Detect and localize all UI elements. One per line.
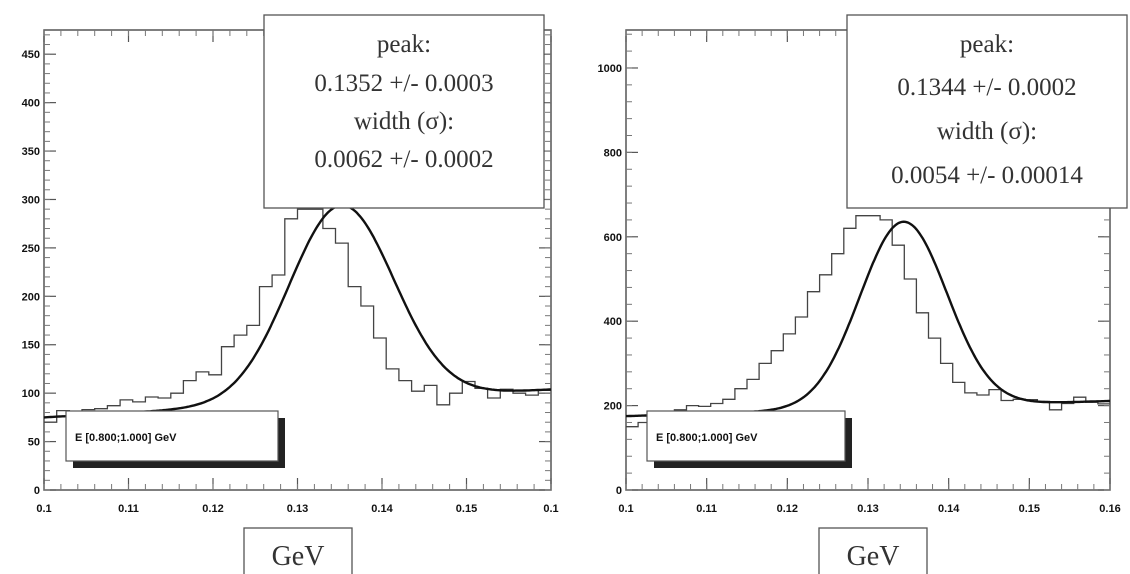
- y-tick-label: 0: [34, 485, 40, 497]
- x-tick-label: 0.1: [36, 503, 51, 515]
- left-xlabel-box: [243, 527, 353, 574]
- x-tick-label: 0.13: [857, 503, 878, 515]
- y-tick-label: 1000: [598, 63, 622, 75]
- right-fit-results-box: [846, 14, 1128, 209]
- right-histogram-steps: [626, 215, 1110, 428]
- left-legend-text: E [0.800;1.000] GeV: [75, 432, 177, 444]
- y-tick-label: 250: [22, 243, 40, 255]
- x-tick-label: 0.14: [938, 503, 960, 515]
- left-histogram-steps: [44, 208, 551, 423]
- right-legend-text: E [0.800;1.000] GeV: [656, 432, 758, 444]
- left-peak-value: 0.1352 +/- 0.0003: [314, 70, 493, 97]
- left-y-tick-labels: 0 50 100 150 200 250 300 350 400 450: [22, 49, 40, 497]
- y-tick-label: 450: [22, 49, 40, 61]
- right-x-axis-label: GeV: [847, 541, 900, 572]
- y-tick-label: 600: [604, 232, 622, 244]
- right-y-tick-labels: 0 200 400 600 800 1000: [598, 63, 622, 497]
- right-xlabel-box: [818, 527, 928, 574]
- right-legend-box: [646, 410, 846, 462]
- right-fit-curve: [626, 220, 1110, 418]
- x-tick-label: 0.1: [543, 503, 558, 515]
- y-tick-label: 350: [22, 146, 40, 158]
- y-tick-label: 200: [22, 291, 40, 303]
- y-tick-label: 50: [28, 437, 40, 449]
- y-tick-label: 150: [22, 340, 40, 352]
- left-tick-marks: [43, 30, 552, 491]
- left-fit-curve: [43, 204, 552, 419]
- left-x-tick-labels: 0.1 0.11 0.12 0.13 0.14 0.15 0.1: [36, 503, 558, 515]
- right-width-value: 0.0054 +/- 0.00014: [891, 162, 1083, 189]
- x-tick-label: 0.15: [456, 503, 477, 515]
- left-peak-label: peak:: [377, 31, 431, 58]
- x-tick-label: 0.11: [696, 503, 717, 515]
- y-tick-label: 400: [22, 98, 40, 110]
- right-peak-value: 0.1344 +/- 0.0002: [897, 74, 1076, 101]
- x-tick-label: 0.14: [371, 503, 393, 515]
- right-tick-marks: [625, 30, 1111, 491]
- left-fit-results-box: [263, 14, 545, 209]
- left-width-label: width (σ):: [354, 108, 454, 135]
- left-x-axis-label: GeV: [272, 541, 325, 572]
- x-tick-label: 0.15: [1019, 503, 1040, 515]
- x-tick-label: 0.16: [1099, 503, 1120, 515]
- right-width-label: width (σ):: [937, 118, 1037, 145]
- y-tick-label: 200: [604, 401, 622, 413]
- left-width-value: 0.0062 +/- 0.0002: [314, 146, 493, 173]
- y-tick-label: 300: [22, 194, 40, 206]
- y-tick-label: 100: [22, 388, 40, 400]
- x-tick-label: 0.12: [777, 503, 798, 515]
- x-tick-label: 0.13: [287, 503, 308, 515]
- x-tick-label: 0.1: [618, 503, 633, 515]
- right-peak-label: peak:: [960, 31, 1014, 58]
- y-tick-label: 0: [616, 485, 622, 497]
- left-legend-box: [65, 410, 279, 462]
- y-tick-label: 800: [604, 147, 622, 159]
- y-tick-label: 400: [604, 316, 622, 328]
- x-tick-label: 0.11: [118, 503, 139, 515]
- x-tick-label: 0.12: [202, 503, 223, 515]
- right-x-tick-labels: 0.1 0.11 0.12 0.13 0.14 0.15 0.16: [618, 503, 1120, 515]
